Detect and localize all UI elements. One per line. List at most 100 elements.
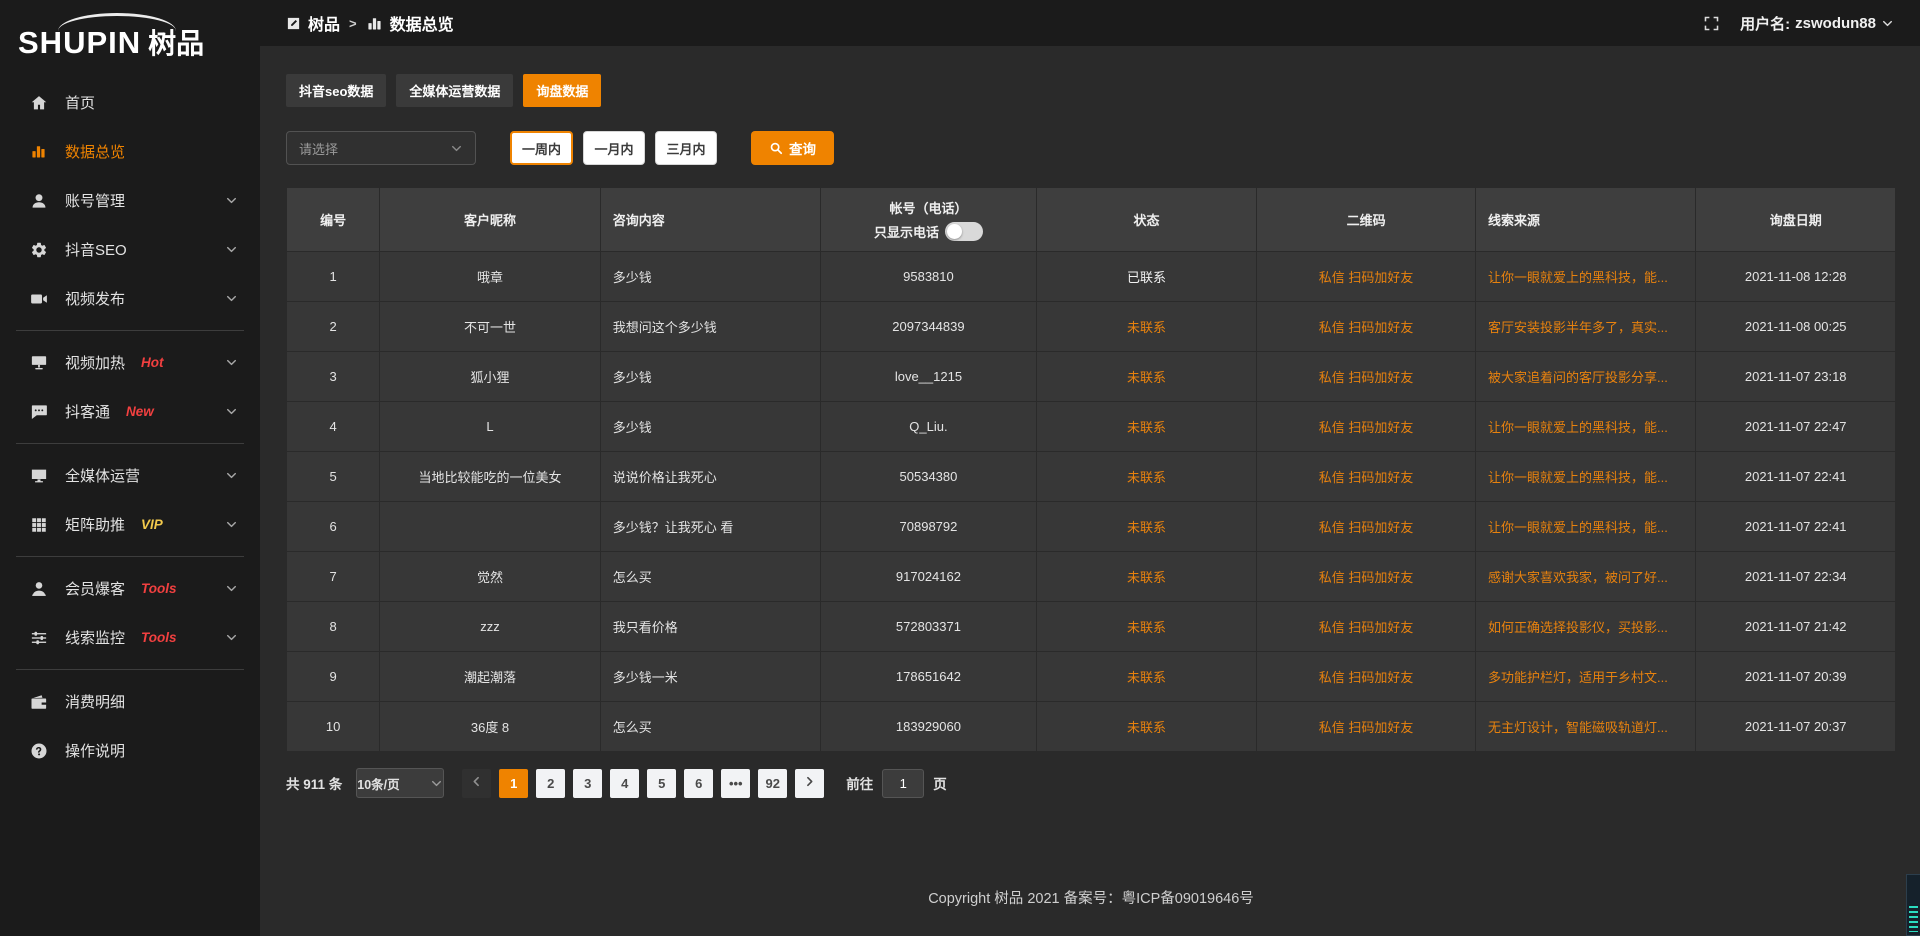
topbar-right: 用户名: zswodun88: [1703, 13, 1894, 34]
tab-douyin-seo-data[interactable]: 抖音seo数据: [286, 74, 387, 107]
period-month-button[interactable]: 一月内: [583, 131, 646, 165]
phone-only-toggle[interactable]: [944, 222, 983, 241]
period-quarter-button[interactable]: 三月内: [655, 131, 718, 165]
chevron-down-icon: [225, 292, 238, 305]
cell-content: 我只看价格: [599, 601, 822, 652]
page-button-4[interactable]: 4: [610, 768, 640, 798]
fullscreen-icon[interactable]: [1703, 15, 1720, 32]
board-icon: [30, 354, 50, 372]
query-button[interactable]: 查询: [751, 131, 835, 165]
col-date: 询盘日期: [1695, 187, 1896, 252]
sidebar-item-douketong[interactable]: 抖客通 New: [0, 387, 260, 436]
cell-source-link[interactable]: 感谢大家喜欢我家，被问了好...: [1474, 551, 1697, 602]
table-row: 8 zzz 我只看价格 572803371 未联系 私信 扫码加好友 如何正确选…: [285, 601, 1896, 652]
sidebar-item-video-publish[interactable]: 视频发布: [0, 274, 260, 323]
bar-chart-icon: [30, 143, 50, 160]
cell-qrcode-links[interactable]: 私信 扫码加好友: [1256, 651, 1476, 702]
next-page-button[interactable]: [795, 768, 825, 798]
goto-page-input[interactable]: [882, 768, 925, 798]
cell-content: 多少钱: [599, 351, 822, 402]
cell-qrcode-links[interactable]: 私信 扫码加好友: [1256, 351, 1476, 402]
page-button-3[interactable]: 3: [573, 768, 603, 798]
sidebar-item-video-heat[interactable]: 视频加热 Hot: [0, 338, 260, 387]
user-menu[interactable]: 用户名: zswodun88: [1740, 13, 1894, 34]
cell-date: 2021-11-08 00:25: [1695, 301, 1896, 352]
table-row: 3 狐小狸 多少钱 love__1215 未联系 私信 扫码加好友 被大家追着问…: [285, 351, 1896, 402]
cell-qrcode-links[interactable]: 私信 扫码加好友: [1256, 401, 1476, 452]
sidebar-divider: [16, 330, 244, 331]
page-button-1[interactable]: 1: [499, 768, 529, 798]
cell-source-link[interactable]: 无主灯设计，智能磁吸轨道灯...: [1474, 701, 1697, 752]
sidebar-item-clue-monitor[interactable]: 线索监控 Tools: [0, 613, 260, 662]
corner-widget-stripes: [1909, 906, 1918, 932]
cell-source-link[interactable]: 让你一眼就爱上的黑科技，能...: [1474, 451, 1697, 502]
sidebar-item-home[interactable]: 首页: [0, 78, 260, 127]
period-week-button[interactable]: 一周内: [510, 131, 574, 165]
sidebar-item-consume-detail[interactable]: 消费明细: [0, 677, 260, 726]
sidebar-item-label: 会员爆客: [65, 581, 126, 598]
prev-page-button[interactable]: [462, 768, 492, 798]
sidebar-item-douyin-seo[interactable]: 抖音SEO: [0, 225, 260, 274]
tab-inquiry-data[interactable]: 询盘数据: [523, 74, 602, 107]
cell-source-link[interactable]: 如何正确选择投影仪，买投影...: [1474, 601, 1697, 652]
sidebar-item-matrix-boost[interactable]: 矩阵助推 VIP: [0, 500, 260, 549]
breadcrumb-root[interactable]: 树品: [308, 17, 341, 34]
cell-status: 未联系: [1035, 701, 1258, 752]
cell-qrcode-links[interactable]: 私信 扫码加好友: [1256, 451, 1476, 502]
cell-source-link[interactable]: 让你一眼就爱上的黑科技，能...: [1474, 401, 1697, 452]
sidebar-item-data-overview[interactable]: 数据总览: [0, 127, 260, 176]
cell-source-link[interactable]: 多功能护栏灯，适用于乡村文...: [1474, 651, 1697, 702]
sidebar-divider: [16, 443, 244, 444]
cell-source-link[interactable]: 让你一眼就爱上的黑科技，能...: [1474, 501, 1697, 552]
chevron-down-icon: [225, 582, 238, 595]
cell-nickname: zzz: [379, 601, 601, 652]
sidebar-item-account-manage[interactable]: 账号管理: [0, 176, 260, 225]
gear-icon: [30, 241, 50, 259]
cell-qrcode-links[interactable]: 私信 扫码加好友: [1256, 601, 1476, 652]
username-value: zswodun88: [1795, 14, 1876, 32]
page-ellipsis-button[interactable]: •••: [721, 768, 751, 798]
cell-date: 2021-11-07 22:47: [1695, 401, 1896, 452]
page-button-6[interactable]: 6: [684, 768, 714, 798]
cell-qrcode-links[interactable]: 私信 扫码加好友: [1256, 501, 1476, 552]
page-button-92[interactable]: 92: [758, 768, 788, 798]
cell-qrcode-links[interactable]: 私信 扫码加好友: [1256, 301, 1476, 352]
sidebar-item-label: 全媒体运营: [65, 468, 141, 485]
cell-content: 多少钱: [599, 401, 822, 452]
cell-source-link[interactable]: 让你一眼就爱上的黑科技，能...: [1474, 251, 1697, 302]
cell-account: love__1215: [820, 351, 1037, 402]
page-button-5[interactable]: 5: [647, 768, 677, 798]
filter-select[interactable]: 请选择: [286, 131, 476, 165]
corner-widget[interactable]: [1906, 874, 1920, 936]
cell-content: 怎么买: [599, 701, 822, 752]
brand-logo: SHUPIN 树品: [0, 8, 260, 64]
cell-qrcode-links[interactable]: 私信 扫码加好友: [1256, 701, 1476, 752]
cell-id: 3: [285, 351, 381, 402]
cell-status: 未联系: [1035, 501, 1258, 552]
content-area: 抖音seo数据 全媒体运营数据 询盘数据 请选择 一周内 一月内 三月内 查询: [260, 46, 1920, 936]
col-content: 咨询内容: [599, 187, 822, 252]
table-row: 5 当地比较能吃的一位美女 说说价格让我死心 50534380 未联系 私信 扫…: [285, 451, 1896, 502]
cell-source-link[interactable]: 被大家追着问的客厅投影分享...: [1474, 351, 1697, 402]
table-body: 1 哦章 多少钱 9583810 已联系 私信 扫码加好友 让你一眼就爱上的黑科…: [285, 251, 1896, 752]
logo-arc: [58, 13, 176, 31]
col-nickname: 客户昵称: [379, 187, 601, 252]
sidebar-item-operation-guide[interactable]: 操作说明: [0, 726, 260, 775]
cell-qrcode-links[interactable]: 私信 扫码加好友: [1256, 251, 1476, 302]
grid-icon: [30, 516, 50, 534]
member-icon: [30, 580, 50, 598]
sidebar-item-label: 数据总览: [65, 144, 126, 161]
cell-qrcode-links[interactable]: 私信 扫码加好友: [1256, 551, 1476, 602]
chevron-down-icon: [450, 142, 463, 155]
page-size-select[interactable]: 10条/页: [356, 768, 445, 798]
sidebar-divider: [16, 669, 244, 670]
sidebar-item-omni-media[interactable]: 全媒体运营: [0, 451, 260, 500]
cell-account: 2097344839: [820, 301, 1037, 352]
page-button-2[interactable]: 2: [536, 768, 566, 798]
cell-source-link[interactable]: 客厅安装投影半年多了，真实...: [1474, 301, 1697, 352]
monitor-icon: [30, 467, 50, 485]
tab-omni-media-data[interactable]: 全媒体运营数据: [396, 74, 514, 107]
breadcrumb-separator: >: [349, 15, 357, 31]
sidebar-item-member-burst[interactable]: 会员爆客 Tools: [0, 564, 260, 613]
